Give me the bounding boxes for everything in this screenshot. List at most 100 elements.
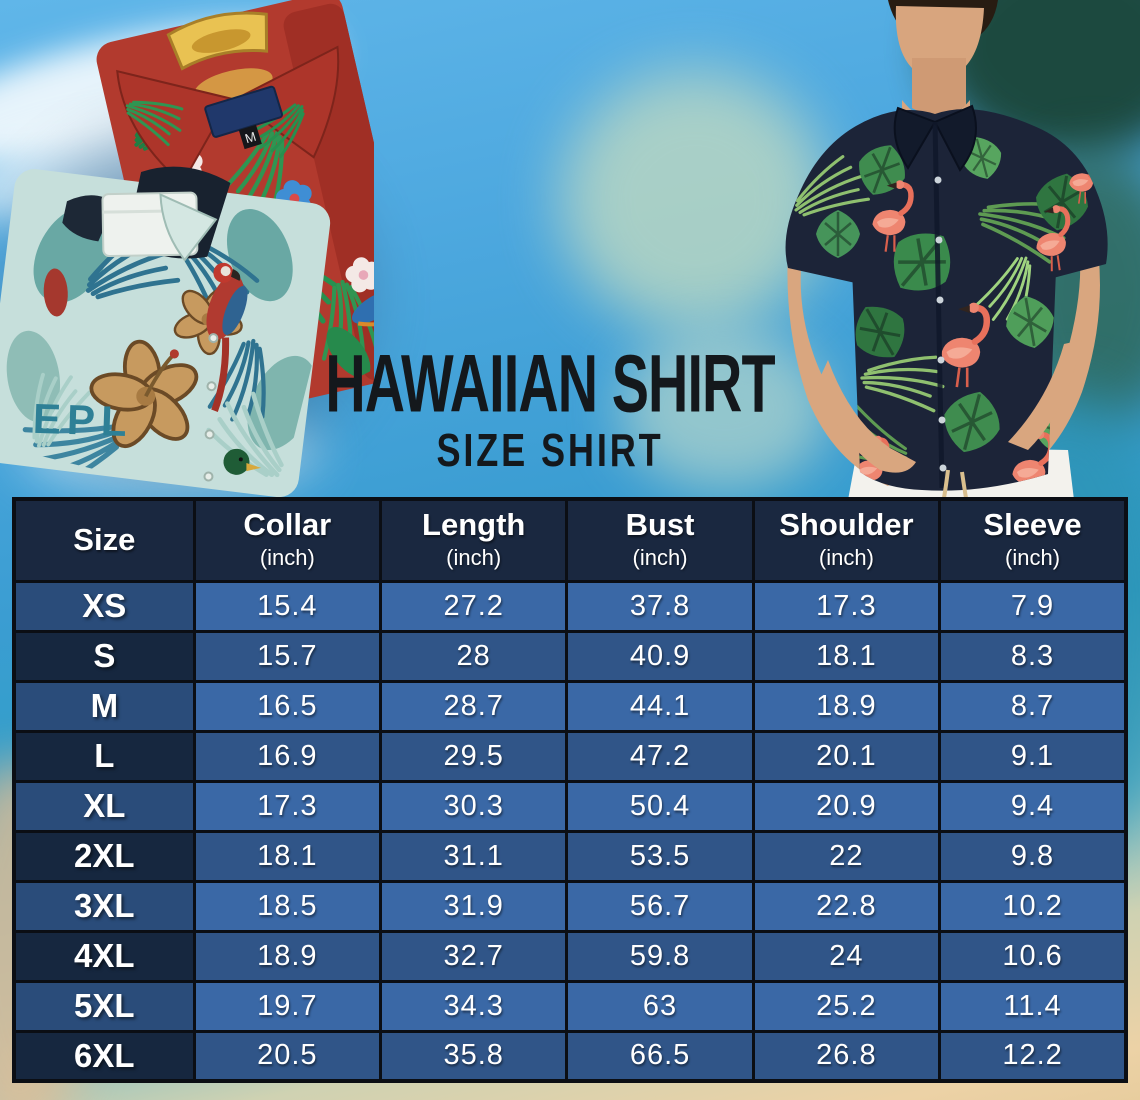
value-cell: 10.2 [938,879,1128,933]
value-cell: 63 [565,979,755,1033]
table-header-row: Size Collar (inch) Length (inch) Bust (i… [12,497,1128,583]
value-cell: 37.8 [565,579,755,633]
folded-shirts-photo: M [0,0,374,498]
value-cell: 22.8 [751,879,942,933]
value-cell: 28.7 [378,679,569,733]
parrot [206,262,248,412]
column-header: Sleeve (inch) [938,497,1128,583]
value-cell: 35.8 [378,1029,569,1083]
table-body: XS 15.4 27.2 37.8 17.3 7.9 S 15.7 28 40.9 18.1 8… [12,579,1128,1083]
table-row: 3XL 18.5 31.9 56.7 22.8 10.2 [12,879,1128,933]
size-label: XL [12,779,196,833]
value-cell: 28 [378,629,569,683]
table-row: M 16.5 28.7 44.1 18.9 8.7 [12,679,1128,733]
column-label: Size [73,521,136,557]
value-cell: 53.5 [565,829,755,883]
value-cell: 15.7 [192,629,383,683]
size-chart-table: Size Collar (inch) Length (inch) Bust (i… [12,497,1128,1083]
value-cell: 18.1 [192,829,383,883]
value-cell: 25.2 [751,979,942,1033]
value-cell: 56.7 [565,879,755,933]
value-cell: 8.3 [938,629,1128,683]
value-cell: 50.4 [565,779,755,833]
title-block: HAWAIIAN SHIRT SIZE SHIRT [300,338,800,474]
value-cell: 18.1 [751,629,942,683]
shirt-buttons [934,176,947,472]
value-cell: 30.3 [378,779,569,833]
shirt-print-text: EPL [32,395,133,445]
column-unit: (inch) [632,545,688,571]
value-cell: 9.4 [938,779,1128,833]
teal-shirt: EPL [0,166,331,498]
column-header: Shoulder (inch) [751,497,942,583]
column-label: Sleeve [983,507,1082,543]
value-cell: 10.6 [938,929,1128,983]
value-cell: 34.3 [378,979,569,1033]
value-cell: 15.4 [192,579,383,633]
red-shirt-label: M [204,85,284,150]
table-row: 5XL 19.7 34.3 63 25.2 11.4 [12,979,1128,1033]
model-shirt [785,104,1108,499]
value-cell: 18.9 [751,679,942,733]
value-cell: 17.3 [751,579,942,633]
column-unit: (inch) [818,545,874,571]
value-cell: 66.5 [565,1029,755,1083]
column-unit: (inch) [446,545,502,571]
value-cell: 47.2 [565,729,755,783]
size-label: 5XL [12,979,196,1033]
table-row: 6XL 20.5 35.8 66.5 26.8 12.2 [12,1029,1128,1083]
column-label: Shoulder [779,507,914,543]
value-cell: 19.7 [192,979,383,1033]
model [785,0,1108,500]
size-label: 4XL [12,929,196,983]
value-cell: 8.7 [938,679,1128,733]
drawstring [942,469,968,499]
column-header: Collar (inch) [192,497,383,583]
table-row: XL 17.3 30.3 50.4 20.9 9.4 [12,779,1128,833]
palm-blur [560,70,830,330]
value-cell: 26.8 [751,1029,942,1083]
column-header: Length (inch) [378,497,569,583]
value-cell: 40.9 [565,629,755,683]
column-unit: (inch) [259,545,315,571]
size-tag-label: M [243,129,258,147]
value-cell: 29.5 [378,729,569,783]
size-label: 3XL [12,879,196,933]
value-cell: 11.4 [938,979,1128,1033]
table-row: S 15.7 28 40.9 18.1 8.3 [12,629,1128,683]
value-cell: 24 [751,929,942,983]
poster-title: HAWAIIAN SHIRT [325,338,775,430]
value-cell: 32.7 [378,929,569,983]
value-cell: 20.1 [751,729,942,783]
value-cell: 31.9 [378,879,569,933]
model-neck [912,58,966,116]
column-label: Length [422,507,526,543]
size-label: S [12,629,196,683]
poster-subtitle: SIZE SHIRT [436,425,664,477]
value-cell: 9.1 [938,729,1128,783]
value-cell: 22 [751,829,942,883]
column-label: Bust [625,507,695,543]
column-unit: (inch) [1005,545,1061,571]
value-cell: 27.2 [378,579,569,633]
size-label: M [12,679,196,733]
value-cell: 31.1 [378,829,569,883]
column-label: Collar [243,507,332,543]
table-row: 4XL 18.9 32.7 59.8 24 10.6 [12,929,1128,983]
value-cell: 7.9 [938,579,1128,633]
value-cell: 18.9 [192,929,383,983]
table-row: XS 15.4 27.2 37.8 17.3 7.9 [12,579,1128,633]
value-cell: 20.5 [192,1029,383,1083]
size-label: 2XL [12,829,196,883]
value-cell: 18.5 [192,879,383,933]
column-header: Size [12,497,196,583]
value-cell: 16.9 [192,729,383,783]
shirt-buttons [203,333,219,482]
value-cell: 16.5 [192,679,383,733]
table-row: L 16.9 29.5 47.2 20.1 9.1 [12,729,1128,783]
column-header: Bust (inch) [565,497,755,583]
value-cell: 17.3 [192,779,383,833]
value-cell: 20.9 [751,779,942,833]
value-cell: 44.1 [565,679,755,733]
size-label: 6XL [12,1029,196,1083]
